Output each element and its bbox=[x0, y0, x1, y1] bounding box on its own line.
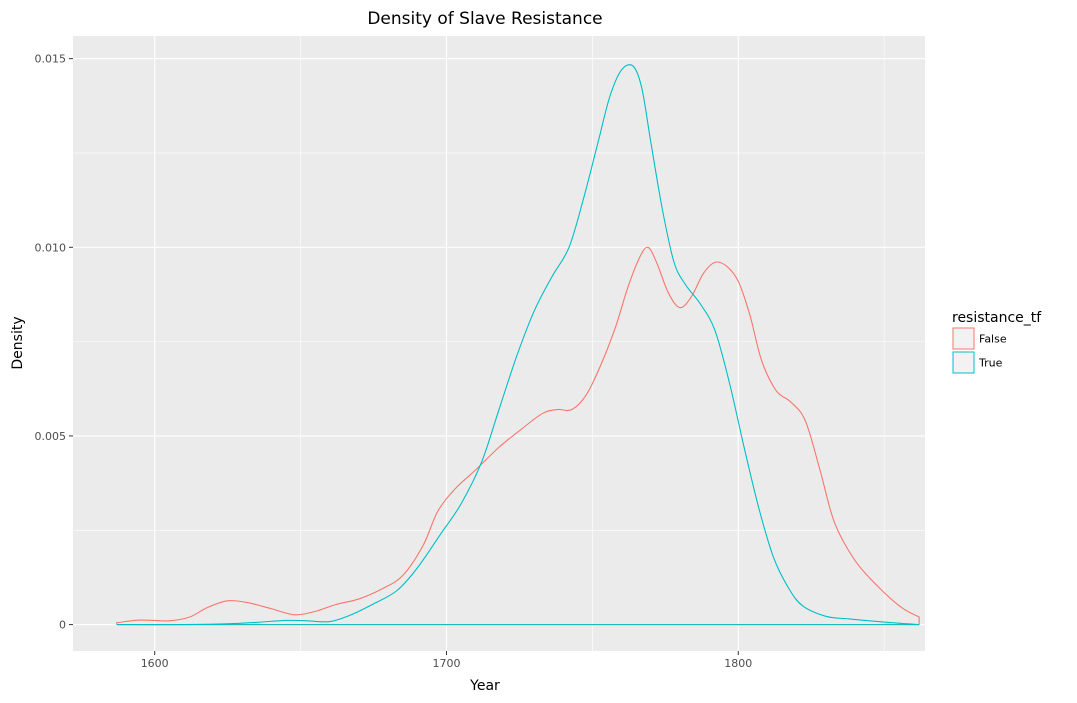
legend-label-false: False bbox=[979, 333, 1007, 346]
legend-keys: False True bbox=[952, 327, 1007, 374]
plot-panel bbox=[73, 36, 925, 651]
legend-key-true bbox=[952, 351, 975, 374]
x-axis-title: Year bbox=[469, 678, 500, 694]
legend-label-true: True bbox=[978, 357, 1003, 370]
x-tick-label: 1800 bbox=[724, 657, 752, 670]
y-tick-label: 0.015 bbox=[35, 53, 67, 66]
x-tick-label: 1700 bbox=[432, 657, 460, 670]
y-tick-label: 0 bbox=[59, 619, 66, 632]
y-axis-ticks: 0 0.005 0.010 0.015 bbox=[35, 53, 73, 632]
y-tick-label: 0.010 bbox=[35, 241, 67, 254]
legend: resistance_tf False True bbox=[952, 310, 1042, 374]
y-axis-title: Density bbox=[10, 316, 26, 369]
series-lines bbox=[116, 64, 920, 626]
x-tick-label: 1600 bbox=[141, 657, 169, 670]
legend-title: resistance_tf bbox=[952, 310, 1042, 326]
series-line-false bbox=[116, 246, 920, 625]
chart-title: Density of Slave Resistance bbox=[367, 9, 602, 29]
series-line-true bbox=[116, 64, 920, 626]
x-axis-ticks: 1600 1700 1800 bbox=[141, 651, 752, 670]
y-tick-label: 0.005 bbox=[35, 430, 67, 443]
legend-key-false bbox=[952, 327, 975, 350]
